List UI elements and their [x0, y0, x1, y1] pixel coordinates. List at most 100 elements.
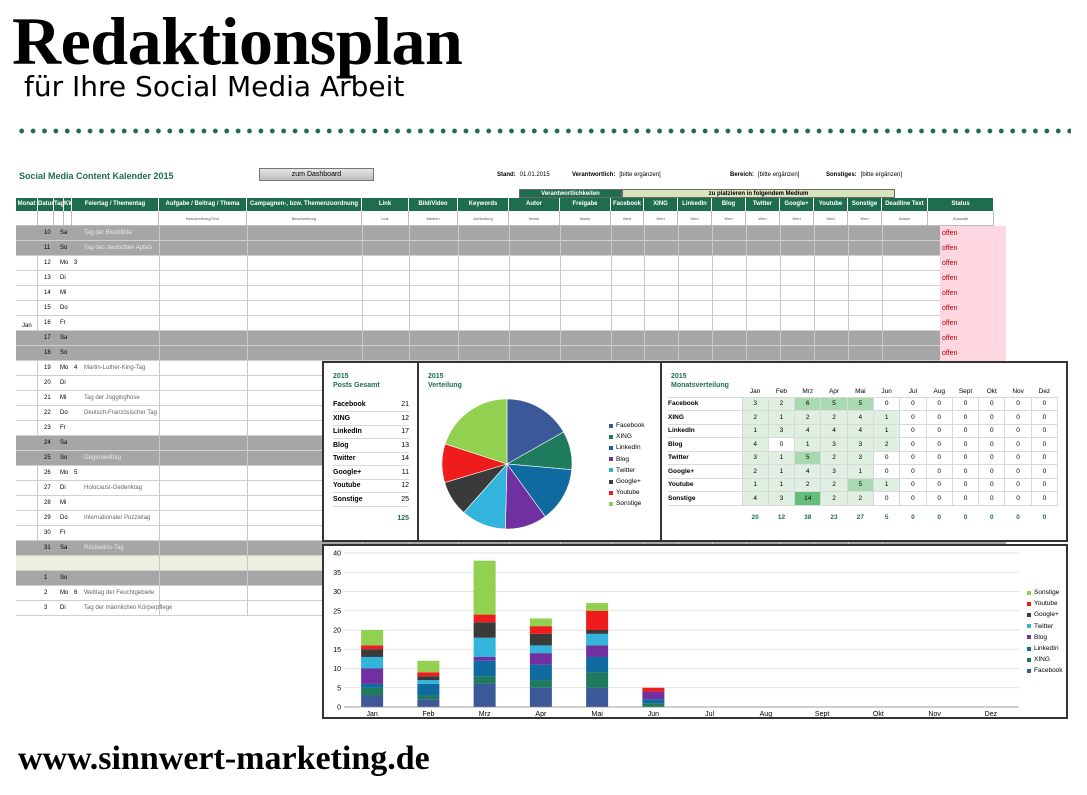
- column-header[interactable]: Bild/Video: [409, 198, 458, 211]
- column-header[interactable]: Freigabe: [560, 198, 611, 211]
- cell-divider: [247, 256, 248, 271]
- status-cell[interactable]: offen: [940, 286, 1006, 301]
- calendar-row[interactable]: 12 Mo 3 offen: [16, 256, 1006, 271]
- cell-divider: [247, 496, 248, 511]
- posts-value: 25: [401, 495, 409, 503]
- monthly-cell: 2: [794, 410, 822, 425]
- column-subheader: Datum: [882, 211, 928, 226]
- bereich-value[interactable]: [bitte ergänzen]: [758, 172, 800, 178]
- bar-segment-xing: [529, 680, 552, 688]
- cell-divider: [362, 301, 363, 316]
- monthly-cell: 2: [794, 477, 822, 492]
- status-cell[interactable]: offen: [940, 241, 1006, 256]
- column-header[interactable]: Facebook: [611, 198, 644, 211]
- bar-segment-google-plus: [529, 633, 552, 646]
- monthly-cell: 2: [820, 410, 848, 425]
- row-date: 15: [44, 305, 51, 311]
- column-header[interactable]: XING: [644, 198, 678, 211]
- monthly-row: XING 2 1 2 2 4 1 0 0 0 0 0 0: [668, 410, 1059, 425]
- monthly-cell: 3: [741, 396, 769, 411]
- bar-segment-google-plus: [586, 630, 609, 634]
- x-tick-label: Nov: [928, 711, 941, 717]
- row-calendar-week: 3: [74, 260, 78, 266]
- column-header[interactable]: Deadline Text: [882, 198, 928, 211]
- status-cell[interactable]: offen: [940, 271, 1006, 286]
- calendar-row[interactable]: 11 So Tag des deutschen Apfels offen: [16, 241, 1006, 256]
- row-weekday: Di: [60, 380, 66, 386]
- cell-divider: [509, 346, 510, 361]
- column-header[interactable]: Autor: [509, 198, 560, 211]
- calendar-row[interactable]: 14 Mi offen: [16, 286, 1006, 301]
- cell-divider: [247, 601, 248, 616]
- monthly-cell: 4: [846, 423, 874, 438]
- monthly-row-label: Google+: [668, 464, 743, 479]
- sonstiges-value[interactable]: [bitte ergänzen]: [860, 172, 903, 178]
- column-header[interactable]: Blog: [712, 198, 746, 211]
- column-header[interactable]: Status: [928, 198, 994, 211]
- verantwortlich-value[interactable]: [bitte ergänzen]: [619, 172, 661, 178]
- posts-row: Blog 13: [333, 439, 409, 452]
- dashboard-button[interactable]: zum Dashboard: [259, 168, 374, 181]
- status-cell[interactable]: offen: [940, 256, 1006, 271]
- bar-segment-twitter: [529, 645, 552, 654]
- cell-divider: [746, 346, 747, 361]
- column-header[interactable]: Link: [362, 198, 409, 211]
- stand-value[interactable]: 01.01.2015: [519, 172, 550, 178]
- status-cell[interactable]: offen: [940, 226, 1006, 241]
- column-header[interactable]: LinkedIn: [678, 198, 712, 211]
- status-cell[interactable]: offen: [940, 316, 1006, 331]
- calendar-row[interactable]: 16 Fr offen: [16, 316, 1006, 331]
- calendar-row[interactable]: 18 So offen: [16, 346, 1006, 361]
- cell-divider: [560, 271, 561, 286]
- cell-divider: [159, 421, 160, 436]
- column-header[interactable]: Youtube: [814, 198, 848, 211]
- monthly-cell: 0: [925, 437, 953, 452]
- column-header[interactable]: Twitter: [746, 198, 780, 211]
- column-header[interactable]: KW: [64, 198, 72, 211]
- y-tick-label: 10: [333, 666, 341, 673]
- cell-divider: [848, 316, 849, 331]
- pie-chart: [441, 398, 573, 530]
- footer-url[interactable]: www.sinnwert-marketing.de: [18, 740, 430, 777]
- monthly-title: Monatsverteilung: [671, 382, 729, 389]
- cell-divider: [247, 286, 248, 301]
- monthly-cell: 2: [820, 491, 848, 506]
- column-header[interactable]: Google+: [780, 198, 814, 211]
- row-holiday: Welttag der Feuchtgebiete: [84, 590, 155, 596]
- y-tick-label: 15: [333, 647, 341, 654]
- monthly-cell: 14: [794, 491, 822, 506]
- column-subheader: [54, 211, 64, 226]
- cell-divider: [882, 241, 883, 256]
- cell-divider: [611, 226, 612, 241]
- row-date: 29: [44, 515, 51, 521]
- row-weekday: Sa: [60, 335, 68, 341]
- cell-divider: [560, 286, 561, 301]
- column-header[interactable]: Monat: [16, 198, 38, 211]
- calendar-row[interactable]: 15 Do offen: [16, 301, 1006, 316]
- monthly-cell: 0: [1004, 410, 1032, 425]
- status-cell[interactable]: offen: [940, 331, 1006, 346]
- cell-divider: [458, 346, 459, 361]
- monthly-cell: 0: [899, 491, 927, 506]
- monthly-cell: 0: [1004, 437, 1032, 452]
- column-header[interactable]: Aufgabe / Beitrag / Thema: [159, 198, 247, 211]
- bar-segment-sonstige: [417, 660, 440, 673]
- column-header[interactable]: Sonstige: [848, 198, 882, 211]
- status-cell[interactable]: offen: [940, 301, 1006, 316]
- status-cell[interactable]: offen: [940, 346, 1006, 361]
- column-header[interactable]: Campagnen-, bzw. Themenzuordnung: [247, 198, 362, 211]
- calendar-row[interactable]: 13 Di offen: [16, 271, 1006, 286]
- cell-divider: [814, 331, 815, 346]
- monthly-cell: 1: [794, 437, 822, 452]
- monthly-cell: 3: [846, 450, 874, 465]
- calendar-row[interactable]: 10 Sa Tag der Blockflöte offen: [16, 226, 1006, 241]
- column-header[interactable]: Datum: [38, 198, 54, 211]
- x-tick-label: Jul: [705, 711, 714, 717]
- column-header[interactable]: Tag: [54, 198, 64, 211]
- column-header[interactable]: Keywords: [458, 198, 509, 211]
- column-header[interactable]: Feiertag / Thementag: [72, 198, 159, 211]
- cell-divider: [678, 256, 679, 271]
- posts-label: Blog: [333, 441, 349, 449]
- cell-divider: [409, 346, 410, 361]
- calendar-row[interactable]: 17 Sa offen: [16, 331, 1006, 346]
